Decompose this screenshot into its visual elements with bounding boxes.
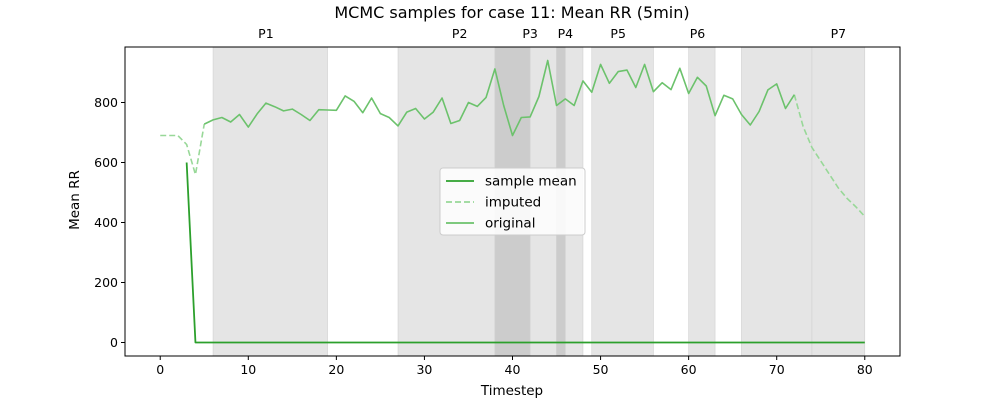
x-tick-label: 60	[681, 362, 697, 377]
y-tick-label: 600	[94, 155, 118, 170]
chart-title: MCMC samples for case 11: Mean RR (5min)	[334, 3, 689, 22]
x-axis-label: Timestep	[480, 383, 543, 399]
y-tick-label: 0	[110, 335, 118, 350]
x-tick-label: 80	[857, 362, 873, 377]
region-label: P3	[522, 26, 538, 41]
x-tick-label: 10	[240, 362, 256, 377]
x-tick-label: 50	[593, 362, 609, 377]
x-tick-label: 0	[156, 362, 164, 377]
y-tick-label: 200	[94, 275, 118, 290]
legend: sample mean imputed original	[439, 167, 586, 236]
region-band	[212, 46, 328, 357]
series-lines	[160, 59, 866, 344]
legend-box	[439, 167, 586, 236]
x-tick-label: 40	[505, 362, 521, 377]
x-tick-label: 20	[328, 362, 344, 377]
legend-entry: original	[485, 216, 535, 232]
legend-entry: sample mean	[485, 174, 577, 190]
y-tick-label: 800	[94, 95, 118, 110]
region-label: P5	[610, 26, 626, 41]
legend-entry: imputed	[485, 195, 541, 211]
x-tick-label: 30	[416, 362, 432, 377]
region-label: P7	[831, 26, 847, 41]
x-tick-label: 70	[769, 362, 785, 377]
y-axis-label: Mean RR	[67, 170, 83, 230]
series-imputed-line	[793, 94, 866, 218]
region-label: P1	[258, 26, 274, 41]
y-tick-label: 400	[94, 215, 118, 230]
region-label: P2	[452, 26, 468, 41]
y-axis: 0 200 400 600 800	[94, 95, 125, 350]
region-label: P4	[558, 26, 574, 41]
region-band	[741, 46, 813, 357]
region-band	[811, 46, 866, 357]
x-axis: 0 10 20 30 40 50 60 70 80	[156, 356, 873, 377]
region-labels: P1 P2 P3 P4 P5 P6 P7	[258, 26, 846, 41]
series-original-line	[203, 59, 795, 137]
region-label: P6	[690, 26, 706, 41]
series-sample-mean-line	[185, 162, 865, 344]
region-band	[591, 46, 654, 357]
region-band	[688, 46, 716, 357]
series-imputed-line	[160, 123, 206, 176]
